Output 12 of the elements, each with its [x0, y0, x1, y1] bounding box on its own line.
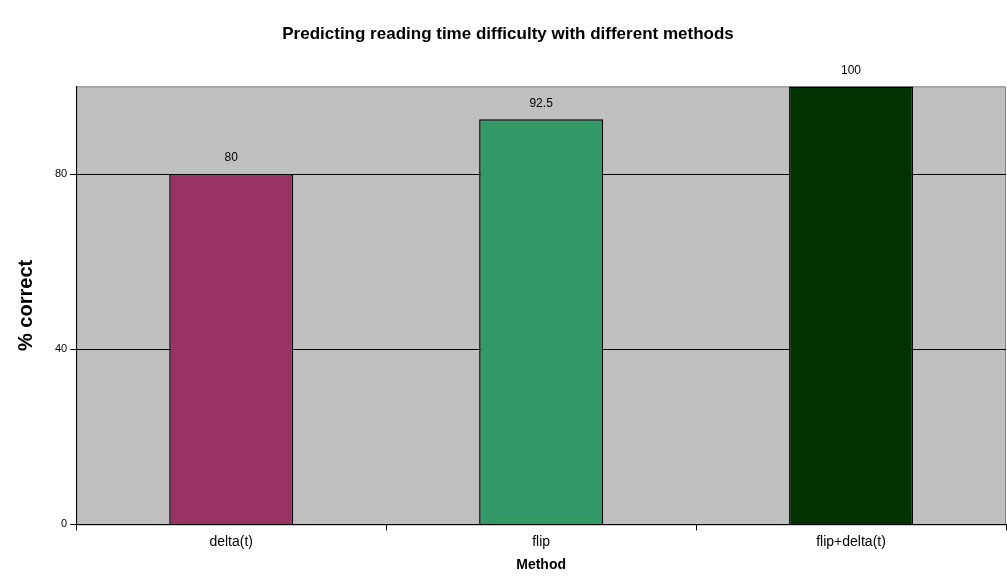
y-tick-label: 0: [61, 517, 68, 530]
y-tick-label: 80: [54, 167, 68, 180]
chart-title: Predicting reading time difficulty with different methods: [282, 23, 734, 43]
x-tick-label: flip: [532, 532, 551, 549]
x-axis-title: Method: [516, 556, 566, 573]
y-axis-title: % correct: [13, 259, 36, 351]
x-tick-label: flip+delta(t): [816, 532, 886, 549]
data-label: 100: [841, 62, 862, 77]
x-tick-label: delta(t): [209, 532, 253, 549]
y-tick-label: 40: [54, 342, 68, 355]
data-label: 80: [224, 150, 239, 165]
data-label: 92.5: [529, 95, 554, 110]
